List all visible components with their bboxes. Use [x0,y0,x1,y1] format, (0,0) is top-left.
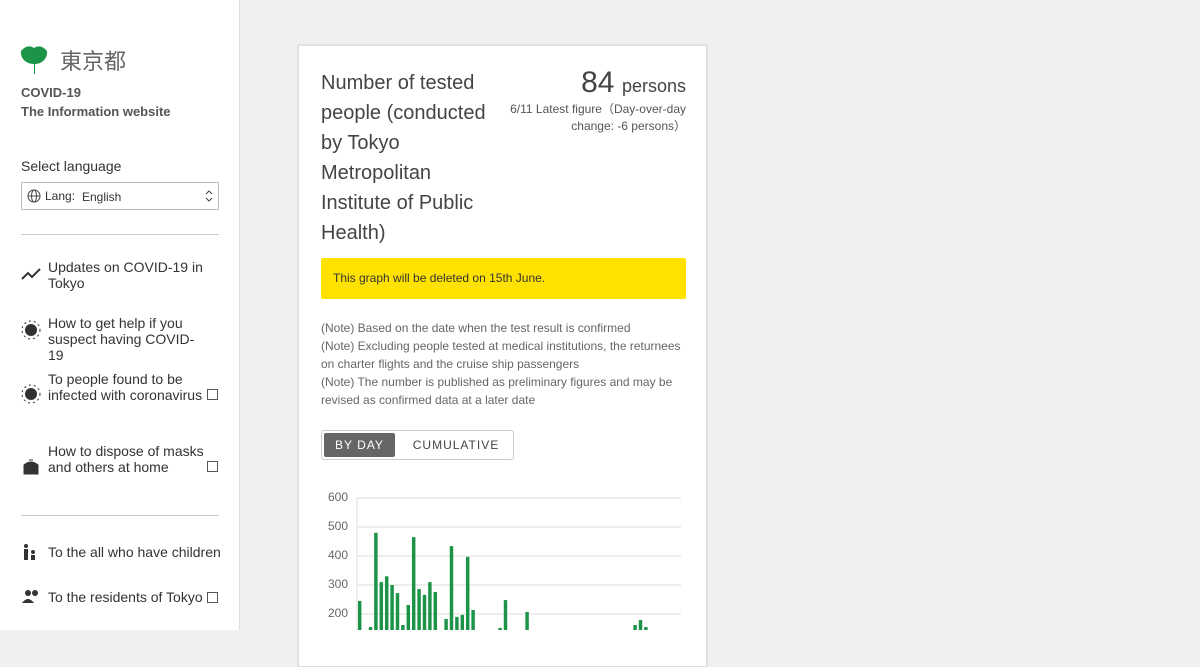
tab[interactable]: BY DAY [324,433,395,457]
bar [374,532,378,630]
lang-prefix: Lang: [45,189,76,203]
site-name: COVID-19 [21,85,81,100]
page: 東京都 COVID-19 The Information website Sel… [0,0,707,667]
nav-icon [24,544,35,560]
notes: (Note) Based on the date when the test r… [321,319,689,409]
nav-item[interactable]: To people found to be infected with coro… [48,371,203,403]
logo-icon [20,46,48,74]
nav-icon [21,384,41,404]
bar [644,627,648,630]
bar [525,611,529,630]
bar [368,627,373,630]
lang-value: English [82,190,122,204]
card: Number of tested people (conducted by To… [298,45,707,667]
bar [357,600,362,630]
bar [449,546,454,630]
y-tick-label: 200 [328,606,348,620]
card-value: 84 [581,66,615,99]
y-tick-label: 400 [328,548,348,562]
card-subtitle: 6/11 Latest figure（Day-over-day change: … [510,102,686,133]
external-icon [207,461,218,472]
card-value-box: 84 persons [581,66,686,100]
bar [428,582,432,630]
bar [444,618,448,630]
nav-icon [21,268,41,280]
chart: 200 300 400 500 600 [328,490,681,630]
sidebar: 東京都 COVID-19 The Information website Sel… [0,0,240,630]
bar [633,625,637,630]
bar [422,594,427,630]
nav-item[interactable]: How to dispose of masks and others at ho… [48,443,204,475]
site-subtitle: The Information website [21,104,171,119]
nav-icon [21,320,41,340]
bar [465,556,470,630]
language-select[interactable]: Lang: English [21,182,219,210]
y-tick-label: 600 [328,490,348,504]
notice: This graph will be deleted on 15th June. [321,258,686,299]
bar [498,627,502,630]
bar [471,609,475,630]
divider [21,515,219,516]
external-icon [207,389,218,400]
bar [411,537,416,630]
card-title: Number of tested people (conducted by To… [321,72,486,244]
bar [395,593,400,630]
nav-icon [23,459,39,475]
nav-item[interactable]: To the all who have children [48,544,221,560]
bar [384,576,389,630]
tab-group: BY DAY CUMULATIVE [321,430,514,460]
bar [390,585,394,630]
y-tick-label: 500 [328,519,348,533]
note: (Note) Based on the date when the test r… [321,321,631,335]
y-tick-label: 300 [328,577,348,591]
bar [433,591,438,630]
globe-icon [27,189,41,203]
card-unit: persons [621,76,686,96]
bar [417,589,421,630]
bar [379,582,384,630]
language-label: Select language [21,158,122,174]
bar [406,605,411,630]
bar [638,620,643,630]
logo-text: 東京都 [60,49,127,74]
external-icon [207,592,218,603]
bar [455,616,459,630]
divider [21,234,219,235]
nav-item[interactable]: How to get help if you suspect having CO… [48,315,195,363]
nav-item[interactable]: To the residents of Tokyo [48,589,203,605]
note: (Note) The number is published as prelim… [321,375,673,407]
bar [401,625,405,630]
bar [460,614,465,630]
bar [503,600,508,630]
select-arrows [205,190,213,202]
nav-item[interactable]: Updates on COVID-19 in Tokyo [48,259,203,291]
tab[interactable]: CUMULATIVE [412,438,500,452]
note: (Note) Excluding people tested at medica… [321,339,681,371]
nav-icon [22,590,38,603]
